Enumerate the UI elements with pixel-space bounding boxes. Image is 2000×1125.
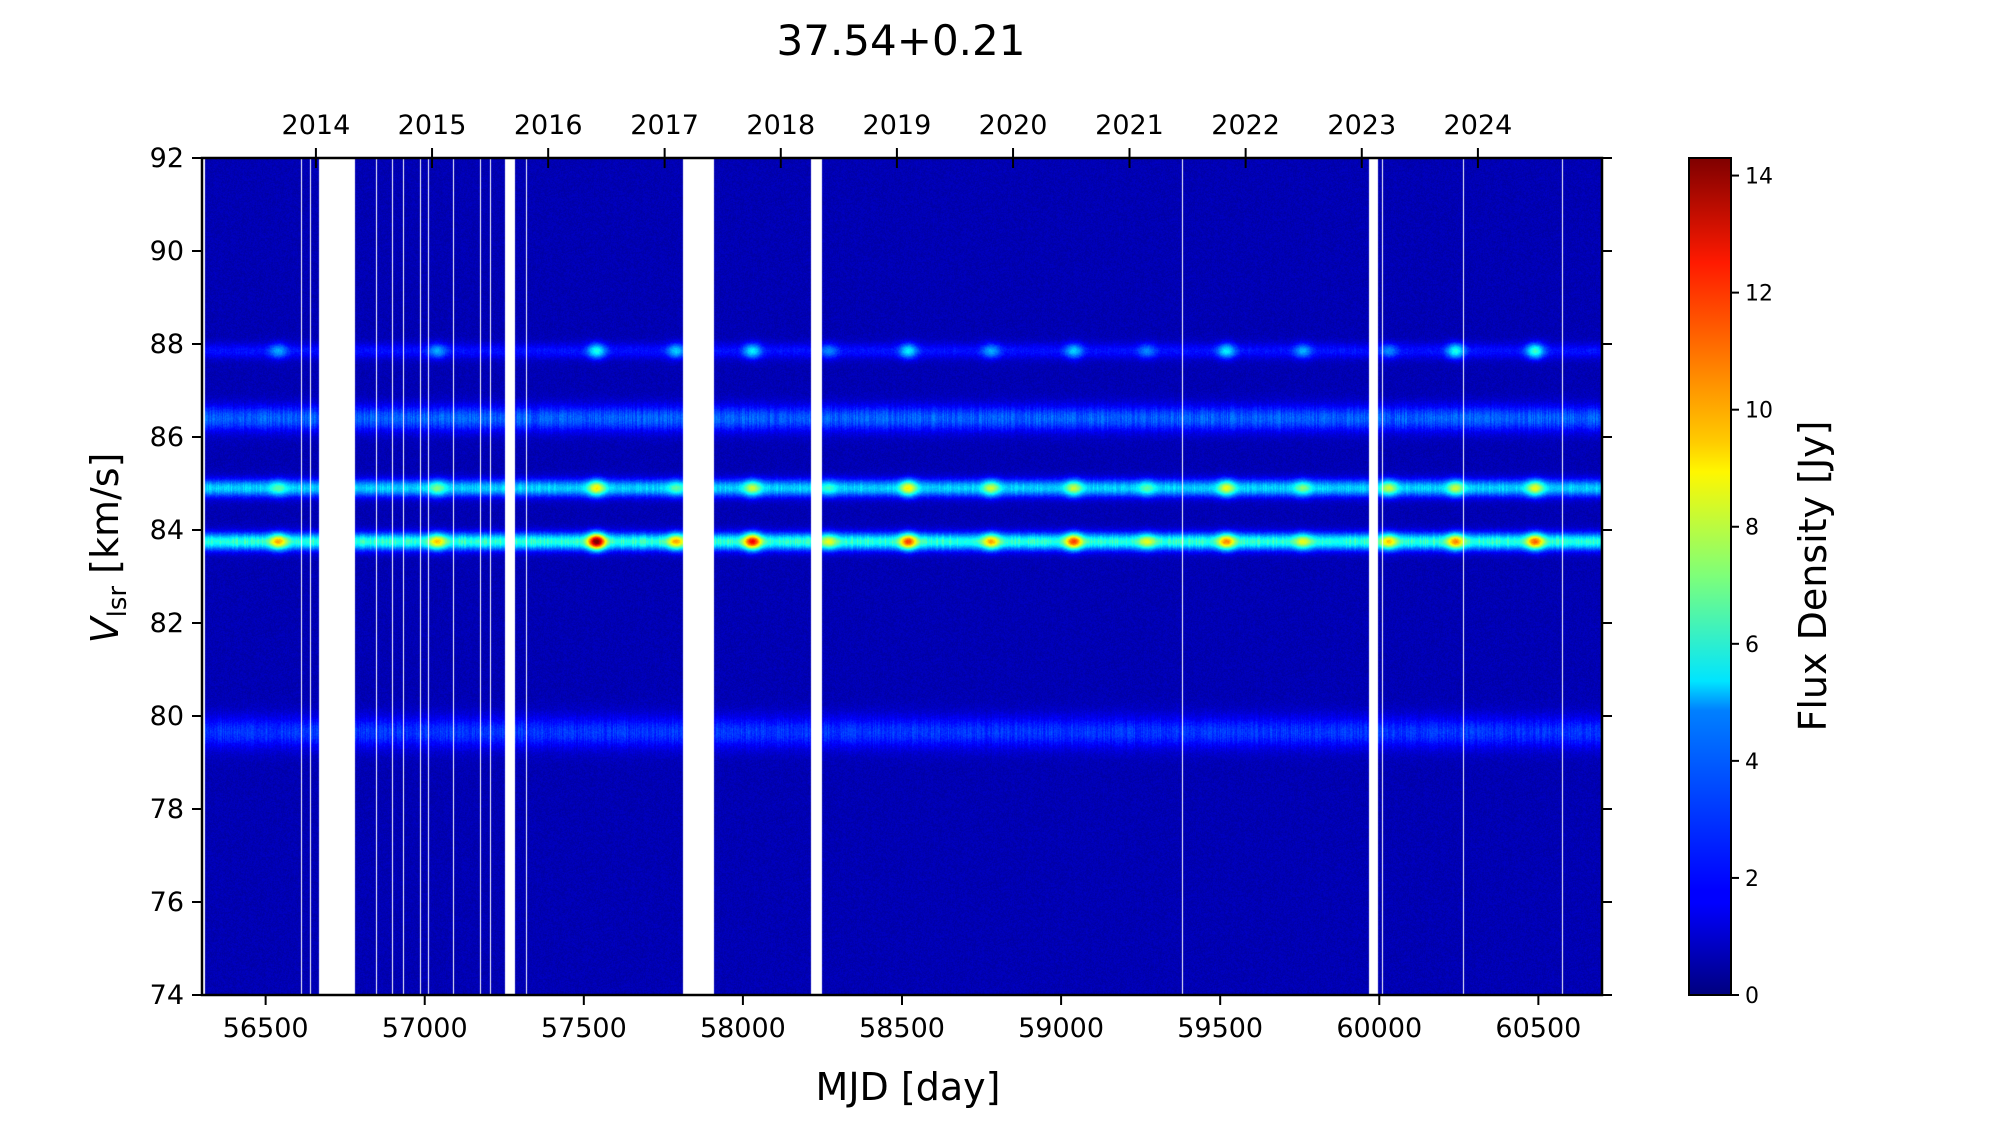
y-axis: 74 76 78 80 82 84 86 88 90 92: [150, 143, 1612, 1011]
colorbar-tick-label: 6: [1745, 633, 1759, 658]
y-tick-label: 74: [150, 980, 184, 1011]
y-tick-label: 86: [150, 422, 184, 453]
y-tick-label: 78: [150, 794, 184, 825]
x-tick-label: 60500: [1495, 1013, 1581, 1044]
y-tick-label: 90: [150, 236, 184, 267]
year-tick-label: 2022: [1211, 110, 1280, 141]
year-tick-label: 2023: [1327, 110, 1396, 141]
colorbar-tick-label: 0: [1745, 984, 1759, 1009]
chart-title: 37.54+0.21: [777, 16, 1026, 65]
year-tick-label: 2016: [514, 110, 583, 141]
year-tick-label: 2014: [282, 110, 351, 141]
colorbar-ticks: 0 2 4 6 8 10 12 14: [1731, 165, 1773, 1009]
top-year-axis: 2014 2015 2016 2017 2018 2019 2020 2021 2022 2023…: [282, 110, 1513, 168]
x-tick-label: 58500: [859, 1013, 945, 1044]
heatmap-image: [202, 158, 1602, 995]
x-tick-label: 60000: [1336, 1013, 1422, 1044]
x-axis: 56500 57000 57500 58000 58500 59000 59500 60000…: [223, 995, 1581, 1044]
y-tick-label: 80: [150, 701, 184, 732]
y-axis-label-main: V: [83, 614, 127, 643]
colorbar-label: Flux Density [Jy]: [1791, 421, 1835, 732]
year-tick-label: 2024: [1444, 110, 1513, 141]
year-tick-label: 2018: [746, 110, 815, 141]
colorbar-tick-label: 8: [1745, 516, 1759, 541]
y-axis-label: Vlsr [km/s]: [83, 453, 133, 644]
y-tick-label: 92: [150, 143, 184, 174]
colorbar: 0 2 4 6 8 10 12 14 Flux Density [Jy]: [1688, 157, 1835, 1009]
x-tick-label: 59500: [1177, 1013, 1263, 1044]
colorbar-tick-label: 14: [1745, 165, 1773, 190]
year-tick-label: 2017: [630, 110, 699, 141]
y-tick-label: 76: [150, 887, 184, 918]
x-tick-label: 57500: [541, 1013, 627, 1044]
y-tick-label: 82: [150, 608, 184, 639]
year-tick-label: 2020: [979, 110, 1048, 141]
x-axis-label: MJD [day]: [816, 1065, 1001, 1109]
year-tick-label: 2019: [863, 110, 932, 141]
year-tick-label: 2021: [1095, 110, 1164, 141]
y-tick-label: 84: [150, 515, 184, 546]
y-tick-label: 88: [150, 329, 184, 360]
x-tick-label: 59000: [1018, 1013, 1104, 1044]
x-tick-label: 56500: [223, 1013, 309, 1044]
y-axis-label-sub: lsr: [103, 586, 133, 618]
colorbar-tick-label: 10: [1745, 399, 1773, 424]
colorbar-gradient: [1688, 157, 1732, 996]
year-tick-label: 2015: [398, 110, 467, 141]
heatmap-plot-area: [200, 156, 1604, 997]
colorbar-tick-label: 2: [1745, 867, 1759, 892]
x-tick-label: 58000: [700, 1013, 786, 1044]
colorbar-tick-label: 4: [1745, 750, 1759, 775]
colorbar-tick-label: 12: [1745, 282, 1773, 307]
y-axis-label-unit: [km/s]: [83, 453, 127, 586]
x-tick-label: 57000: [382, 1013, 468, 1044]
